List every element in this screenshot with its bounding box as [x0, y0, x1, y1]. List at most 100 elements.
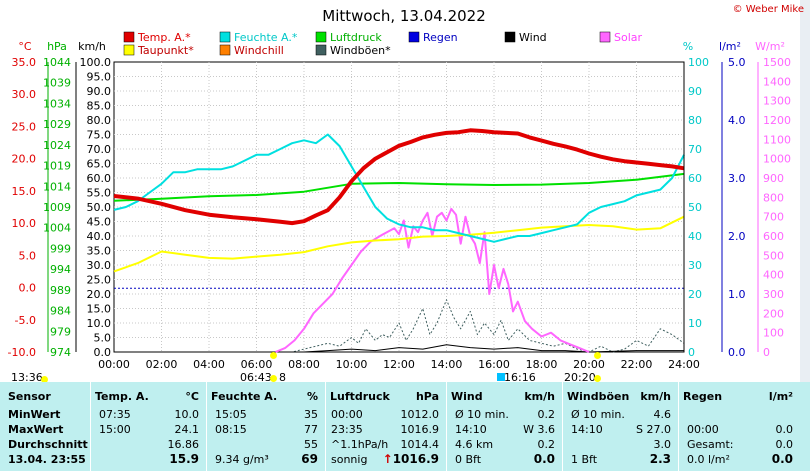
stats-column: Windböen km/h Ø 10 min. 4.6 14:10 S 27.0 3.0 1 … [562, 382, 679, 471]
solar-axis-tick: 1300 [763, 95, 791, 108]
cell-value: ↑1016.9 [383, 453, 439, 466]
wind-axis-tick: 45.0 [87, 216, 112, 229]
cell-value: 69 [301, 452, 318, 466]
cell-note: 08:15 [215, 423, 247, 436]
legend-label: Solar [614, 31, 643, 44]
wind-axis-tick: 70.0 [87, 143, 112, 156]
solar-axis-tick: 300 [763, 288, 784, 301]
legend-label: Temp. A.* [137, 31, 191, 44]
cell-note: 4.6 km [455, 438, 494, 451]
sunrise-icon [270, 352, 277, 359]
sunrise-count: 8 [279, 371, 286, 384]
cell-value: S 27.0 [636, 423, 671, 436]
background-edge [800, 0, 810, 382]
now-time: 16:16 [504, 371, 536, 384]
cell-value: 1016.9 [400, 423, 440, 436]
stats-column: Regen l/m² 00:00 0.0 Gesamt: 0.0 0.0 l/m² 0.0 [678, 382, 801, 471]
stats-column: Temp. A. °C 07:35 10.0 15:00 24.1 16.86 15.9 [90, 382, 207, 471]
x-tick: 04:00 [193, 358, 225, 371]
cell-value: 2.3 [649, 452, 671, 466]
axis-unit: °C [18, 40, 32, 53]
axis-unit: l/m² [719, 40, 741, 53]
pressure-axis-tick: 974 [50, 346, 71, 359]
solar-axis-tick: 400 [763, 269, 784, 282]
temp-axis-tick: 10.0 [12, 217, 37, 230]
row-label: 13.04. 23:55 [8, 453, 86, 466]
humidity-axis-tick: 100 [688, 56, 709, 69]
solar-axis-tick: 100 [763, 327, 784, 340]
pressure-axis-tick: 999 [50, 242, 71, 255]
pressure-axis-tick: 1009 [43, 201, 71, 214]
temp-axis-tick: -10.0 [8, 346, 36, 359]
temp-axis-tick: 15.0 [12, 185, 37, 198]
legend-label: Windböen* [330, 44, 391, 57]
axis-unit: km/h [78, 40, 106, 53]
humidity-axis-tick: 90 [688, 85, 702, 98]
column-unit: km/h [640, 390, 671, 403]
cell-note: Gesamt: [687, 438, 734, 451]
column-unit: hPa [415, 390, 439, 403]
cell-note: 15:05 [215, 408, 247, 421]
cell-note: Ø 10 min. [571, 408, 625, 421]
pressure-axis-tick: 1024 [43, 139, 71, 152]
pressure-axis-tick: 989 [50, 284, 71, 297]
sunset-small-icon [594, 375, 601, 382]
sunset-icon [594, 352, 601, 359]
wind-axis-tick: 50.0 [87, 201, 112, 214]
wind-axis-tick: 10.0 [87, 317, 112, 330]
rain-axis-tick: 3.0 [728, 172, 746, 185]
column-unit: % [306, 390, 318, 403]
column-unit: l/m² [768, 390, 793, 403]
temp-axis-tick: 25.0 [12, 120, 37, 133]
legend-swatch [219, 31, 231, 43]
axes-layer: 35.030.025.020.015.010.05.00.0-5.0-10.01… [8, 40, 791, 371]
x-tick: 06:00 [241, 358, 273, 371]
wind-axis-tick: 60.0 [87, 172, 112, 185]
rain-axis-tick: 2.0 [728, 230, 746, 243]
column-header: Temp. A. [95, 390, 149, 403]
legend-label: Luftdruck [330, 31, 382, 44]
wind-axis-tick: 80.0 [87, 114, 112, 127]
x-tick: 10:00 [336, 358, 368, 371]
cell-value: 10.0 [174, 408, 200, 421]
row-label: MaxWert [8, 423, 64, 436]
solar-axis-tick: 1400 [763, 75, 791, 88]
legend-swatch [315, 44, 327, 56]
sunset-time: 20:20 [564, 371, 596, 384]
cell-value: 24.1 [174, 423, 200, 436]
series-feuchte-a [113, 133, 685, 243]
solar-axis-tick: 1500 [763, 56, 791, 69]
series-temp-a [113, 128, 685, 226]
cell-note: 14:10 [455, 423, 487, 436]
column-header: Windböen [567, 390, 630, 403]
cell-note: ^1.1hPa/h [331, 438, 389, 451]
chart-grid [114, 62, 684, 352]
wind-axis-tick: 85.0 [87, 100, 112, 113]
solar-axis-tick: 700 [763, 211, 784, 224]
cell-value: 3.0 [653, 438, 672, 451]
cell-note: 07:35 [99, 408, 131, 421]
solar-axis-tick: 800 [763, 191, 784, 204]
wind-axis-tick: 35.0 [87, 245, 112, 258]
legend-swatch [599, 31, 611, 43]
current-pressure-value: 1016.9 [392, 452, 439, 466]
cell-value: 15.9 [169, 452, 199, 466]
cell-value: 16.86 [167, 438, 200, 451]
wind-axis-tick: 95.0 [87, 71, 112, 84]
humidity-axis-tick: 0 [688, 346, 695, 359]
cell-note: 0 Bft [455, 453, 482, 466]
pressure-axis-tick: 1019 [43, 160, 71, 173]
x-tick: 14:00 [431, 358, 463, 371]
cell-note: 00:00 [331, 408, 363, 421]
legend: Temp. A.* Feuchte A.* Luftdruck Regen Wind So… [123, 31, 643, 57]
legend-swatch [123, 31, 135, 43]
temp-axis-tick: 20.0 [12, 153, 37, 166]
sun-small-icon [270, 375, 277, 382]
now-marker-icon [497, 373, 505, 381]
temp-axis-tick: 0.0 [19, 282, 37, 295]
sunrise-time: 06:43 [240, 371, 272, 384]
cell-value: 1012.0 [400, 408, 440, 421]
cell-value: 0.0 [771, 452, 793, 466]
x-tick: 16:00 [478, 358, 510, 371]
cell-value: W 3.6 [523, 423, 555, 436]
